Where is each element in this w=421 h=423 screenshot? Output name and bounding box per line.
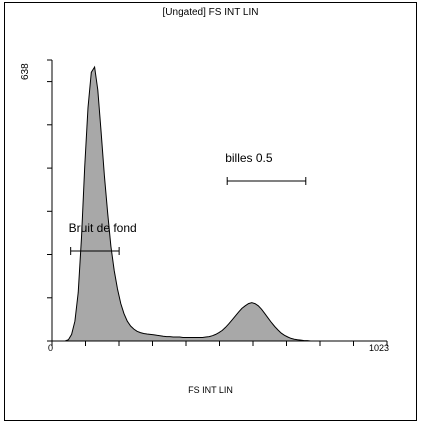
x-axis-label: FS INT LIN <box>188 385 233 395</box>
x-tick-label-max: 1023 <box>369 343 390 353</box>
chart-title: [Ungated] FS INT LIN <box>162 7 259 18</box>
gate-label-billes: billes 0.5 <box>225 151 273 165</box>
x-tick-label-min: 0 <box>48 343 54 353</box>
histogram-area <box>52 65 386 342</box>
gate-label-bruit-de-fond: Bruit de fond <box>68 221 137 235</box>
chart-frame <box>4 2 417 421</box>
